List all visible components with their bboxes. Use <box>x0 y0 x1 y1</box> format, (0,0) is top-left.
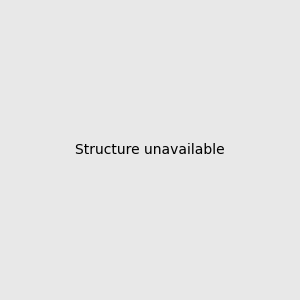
Text: Structure unavailable: Structure unavailable <box>75 143 225 157</box>
